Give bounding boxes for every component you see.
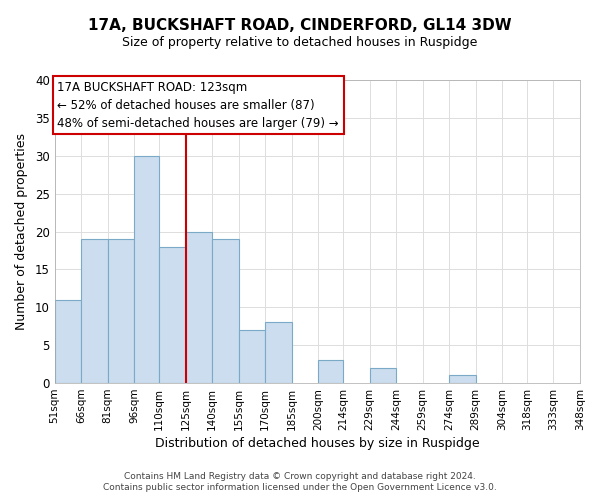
Bar <box>265 322 292 383</box>
Text: Contains public sector information licensed under the Open Government Licence v3: Contains public sector information licen… <box>103 483 497 492</box>
Bar <box>318 360 343 383</box>
Text: 17A BUCKSHAFT ROAD: 123sqm
← 52% of detached houses are smaller (87)
48% of semi: 17A BUCKSHAFT ROAD: 123sqm ← 52% of deta… <box>58 80 339 130</box>
Text: Contains HM Land Registry data © Crown copyright and database right 2024.: Contains HM Land Registry data © Crown c… <box>124 472 476 481</box>
Bar <box>212 239 239 383</box>
Bar <box>159 246 185 383</box>
Bar <box>239 330 265 383</box>
Y-axis label: Number of detached properties: Number of detached properties <box>15 133 28 330</box>
Bar <box>185 232 212 383</box>
Bar <box>55 300 81 383</box>
Text: 17A, BUCKSHAFT ROAD, CINDERFORD, GL14 3DW: 17A, BUCKSHAFT ROAD, CINDERFORD, GL14 3D… <box>88 18 512 32</box>
Bar <box>81 239 108 383</box>
Bar <box>134 156 159 383</box>
X-axis label: Distribution of detached houses by size in Ruspidge: Distribution of detached houses by size … <box>155 437 479 450</box>
Bar <box>449 376 476 383</box>
Text: Size of property relative to detached houses in Ruspidge: Size of property relative to detached ho… <box>122 36 478 49</box>
Bar <box>370 368 396 383</box>
Bar <box>108 239 134 383</box>
